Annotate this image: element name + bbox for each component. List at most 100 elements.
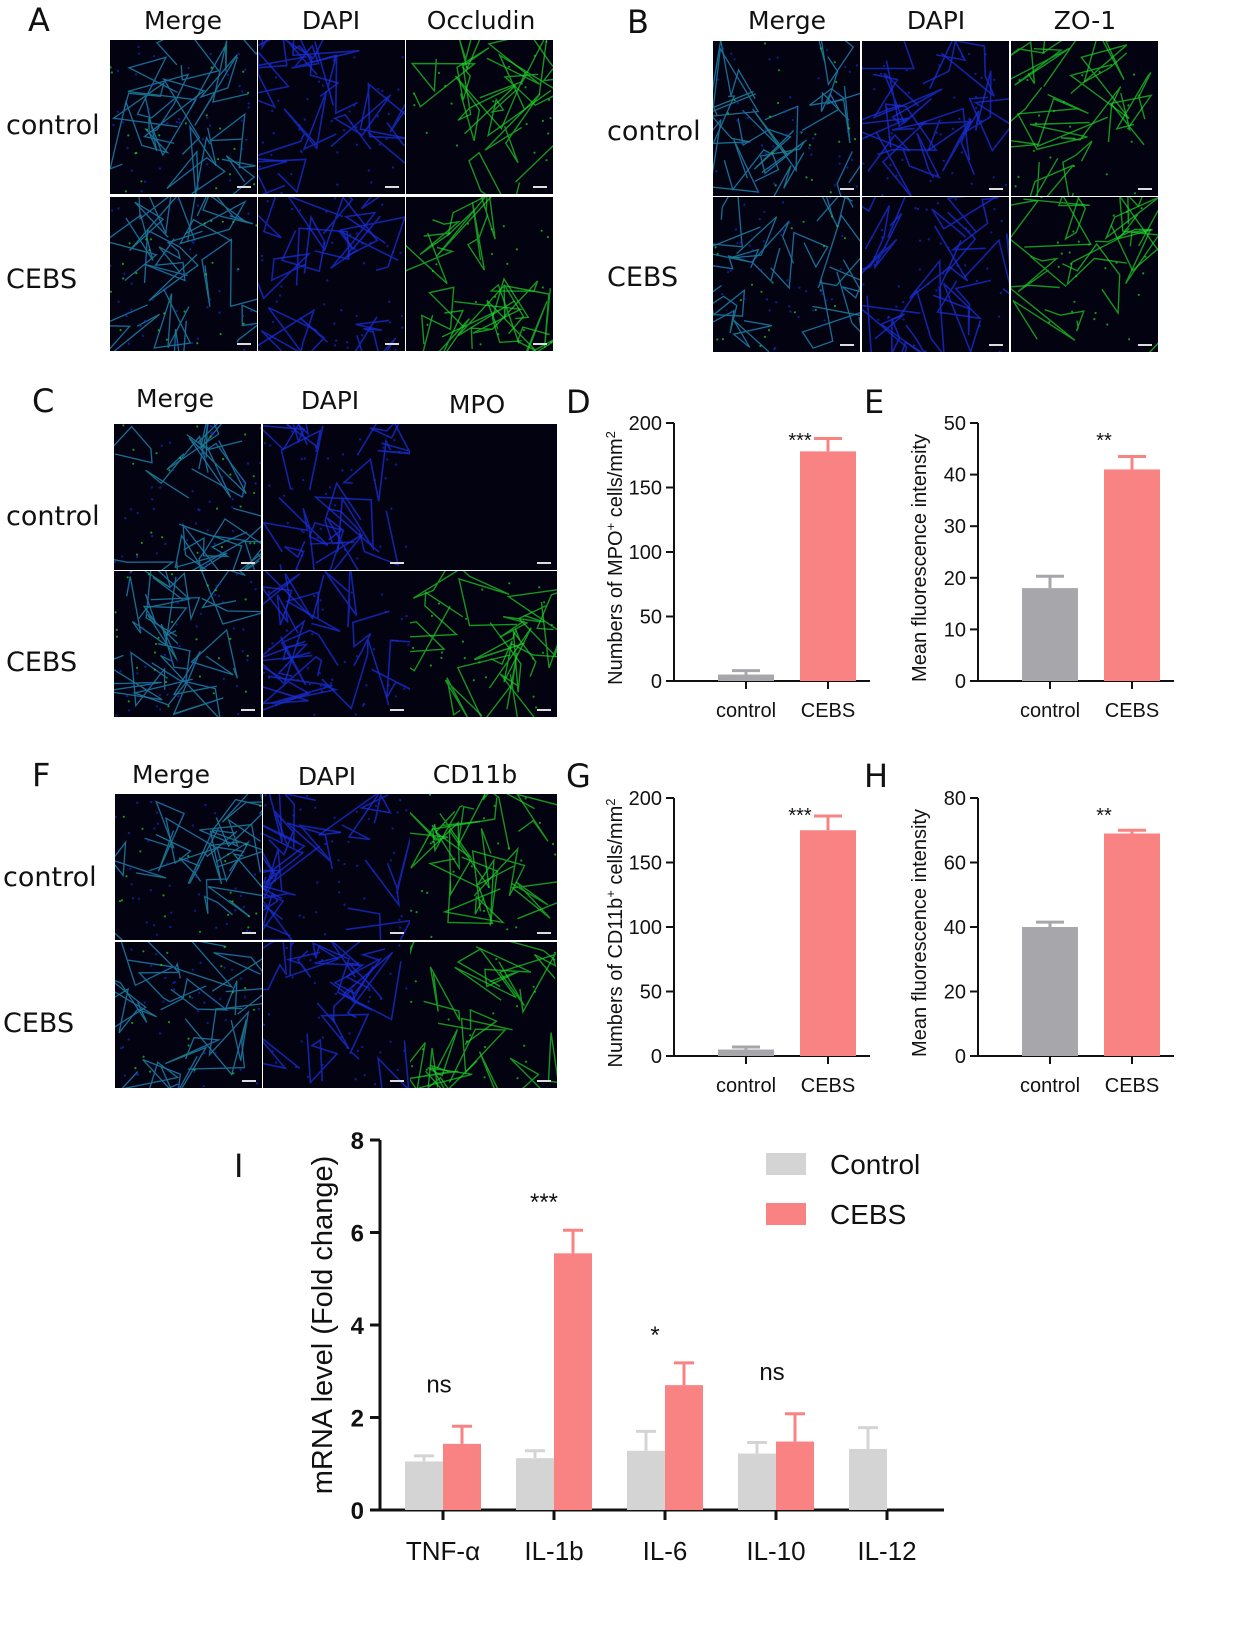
panel-c-col-merge: Merge — [135, 384, 215, 413]
panel-b-row-cebs: CEBS — [607, 262, 679, 293]
bar-cebs — [1104, 833, 1160, 1056]
panel-label-g: G — [566, 757, 591, 795]
micrograph-b-control-stain — [1011, 41, 1158, 196]
x-tick-label: IL-1b — [524, 1536, 583, 1566]
bar-control-il-6 — [627, 1450, 665, 1510]
legend-label-control: Control — [830, 1149, 920, 1180]
micrograph-b-cebs-merge — [713, 197, 860, 352]
panel-a-row-control: control — [6, 110, 100, 141]
y-tick-label: 4 — [351, 1313, 365, 1340]
scale-bar — [537, 932, 551, 934]
micrograph-a-control-dapi — [258, 40, 405, 194]
y-tick-label: 6 — [351, 1221, 364, 1248]
bar-control-il-10 — [738, 1453, 776, 1510]
micrograph-a-control-stain — [406, 40, 553, 194]
y-tick-label: 200 — [629, 413, 662, 435]
significance-marker: * — [650, 1322, 659, 1349]
scale-bar — [537, 709, 551, 711]
y-tick-label: 0 — [651, 1046, 662, 1068]
scale-bar — [237, 343, 251, 345]
legend-swatch-control — [766, 1153, 806, 1175]
significance-marker: ** — [1096, 805, 1112, 827]
bar-cebs-il-10 — [776, 1441, 814, 1510]
x-tick-label: IL-6 — [643, 1536, 688, 1566]
panel-c-row-control: control — [6, 501, 100, 532]
panel-a-col-merge: Merge — [143, 6, 223, 35]
panel-label-f: F — [32, 756, 51, 794]
scale-bar — [989, 344, 1003, 346]
scale-bar — [242, 932, 256, 934]
chart-i: mRNA level (Fold change) 0 2 4 6 8 TNF-α ns IL-1… — [307, 1128, 944, 1566]
significance-marker: ns — [426, 1371, 451, 1398]
x-tick-label: control — [1020, 1075, 1080, 1097]
y-tick-label: 30 — [944, 516, 966, 538]
y-tick-label: 150 — [629, 853, 662, 875]
y-tick-label: 0 — [955, 1046, 966, 1068]
micrograph-f-control-dapi — [263, 794, 410, 940]
micrograph-f-control-merge — [115, 794, 262, 940]
scale-bar — [390, 709, 404, 711]
panel-label-d: D — [566, 383, 591, 421]
significance-marker: ns — [759, 1359, 784, 1386]
bar-control — [718, 674, 774, 681]
panel-a-col-occludin: Occludin — [426, 6, 536, 35]
x-tick-label: TNF-α — [406, 1536, 480, 1566]
micrograph-f-cebs-dapi — [263, 942, 410, 1088]
y-tick-label: 100 — [629, 917, 662, 939]
scale-bar — [385, 186, 399, 188]
y-tick-label: 50 — [640, 607, 662, 629]
micrograph-c-control-merge — [114, 424, 261, 570]
y-tick-label: 50 — [640, 982, 662, 1004]
micrograph-f-control-stain — [410, 794, 557, 940]
significance-marker: *** — [788, 430, 812, 452]
y-tick-label: 100 — [629, 542, 662, 564]
panel-f-col-dapi: DAPI — [297, 762, 357, 791]
x-tick-label: CEBS — [1105, 700, 1159, 722]
panel-label-c: C — [32, 382, 55, 420]
y-axis-label: mRNA level (Fold change) — [307, 1156, 339, 1494]
y-axis-label: Mean fluorescence intensity — [909, 434, 931, 682]
bar-control-il-12 — [849, 1448, 887, 1510]
scale-bar — [385, 343, 399, 345]
panel-label-a: A — [28, 1, 50, 39]
panel-b-col-dapi: DAPI — [906, 6, 966, 35]
bar-cebs-tnf-α — [443, 1443, 481, 1510]
y-tick-label: 20 — [944, 982, 966, 1004]
y-tick-label: 40 — [944, 917, 966, 939]
bar-cebs-il-1b — [554, 1253, 592, 1510]
chart-d: Numbers of MPO+ cells/mm2 0 50 100 150 200 con… — [603, 413, 870, 722]
significance-marker: ** — [1096, 430, 1112, 452]
scale-bar — [390, 562, 404, 564]
micrograph-c-control-dapi — [263, 424, 410, 570]
bar-control — [1022, 588, 1078, 681]
bar-cebs — [1104, 469, 1160, 681]
significance-marker: *** — [530, 1189, 558, 1216]
micrograph-c-cebs-stain — [410, 571, 557, 717]
scale-bar — [1138, 344, 1152, 346]
panel-c-col-dapi: DAPI — [300, 386, 360, 415]
y-tick-label: 0 — [651, 671, 662, 693]
y-axis-label: Numbers of MPO+ cells/mm2 — [603, 431, 628, 685]
scale-bar — [237, 186, 251, 188]
panel-a-col-dapi: DAPI — [301, 6, 361, 35]
panel-f-col-merge: Merge — [131, 760, 211, 789]
x-tick-label: CEBS — [801, 700, 855, 722]
y-tick-label: 2 — [351, 1406, 364, 1433]
y-tick-label: 8 — [351, 1128, 364, 1155]
x-tick-label: IL-10 — [746, 1536, 805, 1566]
micrograph-f-cebs-merge — [115, 942, 262, 1088]
y-tick-label: 150 — [629, 478, 662, 500]
bar-cebs — [800, 451, 856, 681]
bar-control — [1022, 927, 1078, 1056]
scale-bar — [241, 709, 255, 711]
micrograph-b-control-dapi — [862, 41, 1009, 196]
scale-bar — [390, 1080, 404, 1082]
y-tick-label: 50 — [944, 413, 966, 435]
micrograph-a-cebs-merge — [110, 197, 257, 351]
chart-g: Numbers of CD11b+ cells/mm2 0 50 100 150 200 c… — [603, 788, 870, 1097]
micrograph-c-cebs-merge — [114, 571, 261, 717]
y-tick-label: 0 — [955, 671, 966, 693]
bar-cebs-il-6 — [665, 1385, 703, 1510]
panel-b-col-merge: Merge — [747, 6, 827, 35]
scale-bar — [1138, 188, 1152, 190]
